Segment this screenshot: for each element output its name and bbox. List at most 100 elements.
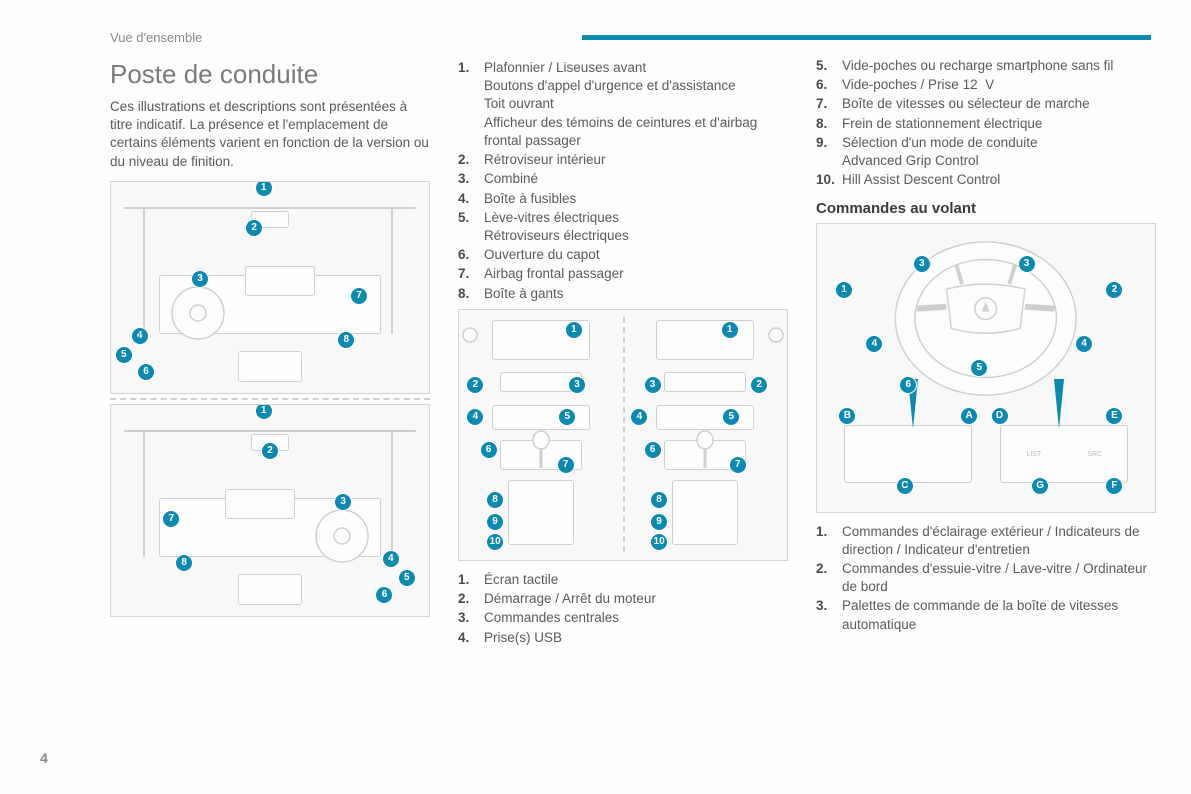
- callout-marker: G: [1031, 477, 1049, 495]
- list-item-text: Commandes d'éclairage extérieur / Indica…: [842, 523, 1156, 559]
- list-item: 4.Boîte à fusibles: [458, 190, 788, 208]
- subheading-wheel: Commandes au volant: [816, 200, 1156, 217]
- list-item: 10.Hill Assist Descent Control: [816, 171, 1156, 189]
- callout-marker: 10: [650, 533, 668, 551]
- diagram-console: 12345678910 12345678910: [458, 309, 788, 561]
- list-item-number: 2.: [458, 151, 484, 169]
- page-header: Vue d'ensemble: [110, 30, 1151, 45]
- diagram-steering-wheel: LIST SRC 12334456ABCDEFG: [816, 223, 1156, 513]
- list-item: 4.Prise(s) USB: [458, 629, 788, 647]
- callout-marker: 7: [557, 456, 575, 474]
- callout-marker: B: [838, 407, 856, 425]
- list-item-text: Boîte à fusibles: [484, 190, 788, 208]
- callout-marker: F: [1105, 477, 1123, 495]
- callout-marker: 4: [865, 335, 883, 353]
- callout-marker: 4: [630, 408, 648, 426]
- content-columns: Poste de conduite Ces illustrations et d…: [110, 59, 1151, 651]
- callout-marker: 3: [334, 493, 352, 511]
- callout-marker: 4: [1075, 335, 1093, 353]
- list-item-text: Vide-poches / Prise 12 V: [842, 76, 1156, 94]
- callout-marker: 9: [486, 513, 504, 531]
- callout-marker: 3: [568, 376, 586, 394]
- list-item-text: Rétroviseur intérieur: [484, 151, 788, 169]
- list-item-number: 1.: [458, 571, 484, 589]
- list-item: 3.Combiné: [458, 170, 788, 188]
- list-item-number: 1.: [816, 523, 842, 559]
- list-item-text: Palettes de commande de la boîte de vite…: [842, 597, 1156, 633]
- list-item-number: 6.: [458, 246, 484, 264]
- callout-marker: 5: [970, 359, 988, 377]
- list-item-number: 8.: [458, 285, 484, 303]
- callout-marker: 2: [245, 219, 263, 237]
- list-item-number: 3.: [458, 609, 484, 627]
- column-3: 5.Vide-poches ou recharge smartphone san…: [816, 59, 1156, 651]
- list-item-text: Hill Assist Descent Control: [842, 171, 1156, 189]
- list-item-number: 8.: [816, 115, 842, 133]
- callout-marker: 2: [750, 376, 768, 394]
- list-item: 2.Commandes d'essuie-vitre / Lave-vitre …: [816, 560, 1156, 596]
- list-wheel: 1.Commandes d'éclairage extérieur / Indi…: [816, 523, 1156, 634]
- list-item-text: Frein de stationnement électrique: [842, 115, 1156, 133]
- callout-marker: C: [896, 477, 914, 495]
- callout-marker: 9: [650, 513, 668, 531]
- list-item-number: 7.: [816, 95, 842, 113]
- callout-marker: 8: [337, 331, 355, 349]
- list-dashboard: 1.Plafonnier / Liseuses avantBoutons d'a…: [458, 59, 788, 303]
- callout-marker: 8: [650, 491, 668, 509]
- list-item-text: Combiné: [484, 170, 788, 188]
- list-item: 1.Plafonnier / Liseuses avantBoutons d'a…: [458, 59, 788, 150]
- list-item-text: Plafonnier / Liseuses avantBoutons d'app…: [484, 59, 788, 150]
- list-item: 9.Sélection d'un mode de conduiteAdvance…: [816, 134, 1156, 170]
- callout-marker: 3: [1018, 255, 1036, 273]
- list-item-number: 3.: [816, 597, 842, 633]
- list-item-text: Prise(s) USB: [484, 629, 788, 647]
- callout-marker: 7: [729, 456, 747, 474]
- list-item: 8.Boîte à gants: [458, 285, 788, 303]
- diagram-dashboard-lhd: 12345678: [110, 181, 430, 394]
- callout-marker: 1: [835, 281, 853, 299]
- list-item-number: 9.: [816, 134, 842, 170]
- callout-marker: 1: [721, 321, 739, 339]
- callout-marker: A: [960, 407, 978, 425]
- callout-marker: 7: [162, 510, 180, 528]
- list-item: 6.Ouverture du capot: [458, 246, 788, 264]
- callout-marker: 2: [466, 376, 484, 394]
- list-item-text: Ouverture du capot: [484, 246, 788, 264]
- callout-marker: 3: [644, 376, 662, 394]
- list-item-text: Écran tactile: [484, 571, 788, 589]
- list-item: 5.Vide-poches ou recharge smartphone san…: [816, 57, 1156, 75]
- diagram-console-left: 12345678910: [459, 310, 623, 560]
- list-item: 1.Commandes d'éclairage extérieur / Indi…: [816, 523, 1156, 559]
- callout-marker: 5: [722, 408, 740, 426]
- list-item-text: Boîte de vitesses ou sélecteur de marche: [842, 95, 1156, 113]
- page-number: 4: [40, 750, 48, 766]
- callout-marker: 6: [137, 363, 155, 381]
- list-item-number: 6.: [816, 76, 842, 94]
- header-accent-bar: [582, 35, 1151, 40]
- callout-marker: 5: [115, 346, 133, 364]
- column-1: Poste de conduite Ces illustrations et d…: [110, 59, 430, 651]
- callout-marker: 1: [255, 404, 273, 420]
- callout-marker: 1: [565, 321, 583, 339]
- list-item: 2.Rétroviseur intérieur: [458, 151, 788, 169]
- callout-marker: 3: [191, 270, 209, 288]
- callout-marker: 4: [382, 550, 400, 568]
- list-item-text: Vide-poches ou recharge smartphone sans …: [842, 57, 1156, 75]
- list-item-number: 4.: [458, 190, 484, 208]
- callout-marker: 4: [466, 408, 484, 426]
- callout-marker: D: [991, 407, 1009, 425]
- callout-marker: 5: [398, 569, 416, 587]
- intro-text: Ces illustrations et descriptions sont p…: [110, 98, 430, 171]
- callout-marker: 6: [644, 441, 662, 459]
- list-item: 3.Palettes de commande de la boîte de vi…: [816, 597, 1156, 633]
- list-item-text: Lève-vitres électriquesRétroviseurs élec…: [484, 209, 788, 245]
- list-item: 8.Frein de stationnement électrique: [816, 115, 1156, 133]
- list-item-number: 1.: [458, 59, 484, 150]
- list-item: 1.Écran tactile: [458, 571, 788, 589]
- page-title: Poste de conduite: [110, 59, 430, 90]
- callout-marker: 5: [558, 408, 576, 426]
- callout-marker: 8: [175, 554, 193, 572]
- list-item-number: 5.: [458, 209, 484, 245]
- list-console-cont: 5.Vide-poches ou recharge smartphone san…: [816, 57, 1156, 190]
- list-item-text: Commandes d'essuie-vitre / Lave-vitre / …: [842, 560, 1156, 596]
